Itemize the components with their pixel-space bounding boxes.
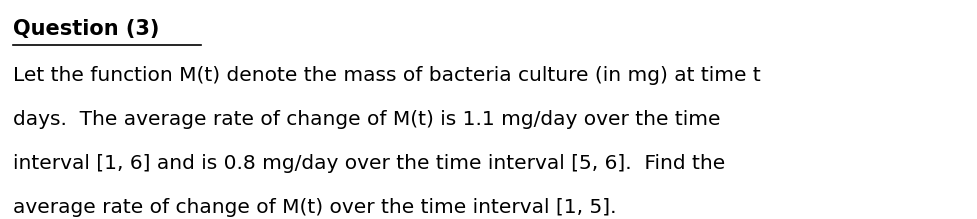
Text: Question (3): Question (3) [13, 19, 159, 39]
Text: Let the function M(t) denote the mass of bacteria culture (in mg) at time t: Let the function M(t) denote the mass of… [13, 65, 761, 85]
Text: days.  The average rate of change of M(t) is 1.1 mg/day over the time: days. The average rate of change of M(t)… [13, 110, 721, 129]
Text: average rate of change of M(t) over the time interval [1, 5].: average rate of change of M(t) over the … [13, 198, 616, 217]
Text: interval [1, 6] and is 0.8 mg/day over the time interval [5, 6].  Find the: interval [1, 6] and is 0.8 mg/day over t… [13, 154, 725, 173]
